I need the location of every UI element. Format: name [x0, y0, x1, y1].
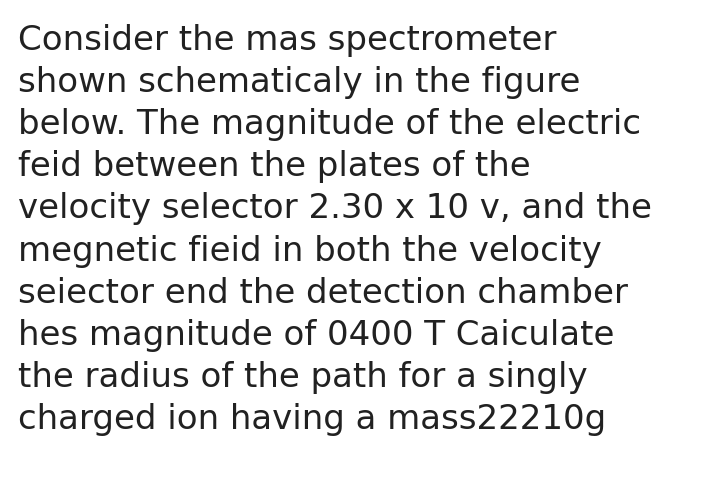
Text: Consider the mas spectrometer
shown schematicaly in the figure
below. The magnit: Consider the mas spectrometer shown sche… — [18, 24, 652, 435]
